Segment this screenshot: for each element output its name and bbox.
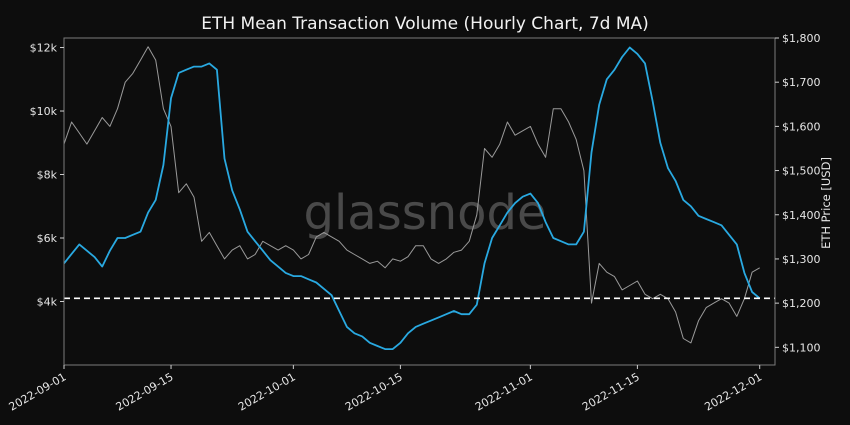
right-axis-title: ETH Price [USD] — [819, 157, 833, 249]
watermark: glassnode — [303, 185, 546, 241]
right-tick-label: $1,800 — [782, 32, 821, 45]
right-tick-label: $1,300 — [782, 253, 821, 266]
left-tick-label: $8k — [37, 169, 58, 182]
chart-title: ETH Mean Transaction Volume (Hourly Char… — [201, 14, 649, 34]
right-tick-label: $1,100 — [782, 341, 821, 354]
volume-series-line — [63, 46, 761, 350]
right-tick-label: $1,700 — [782, 76, 821, 89]
right-tick-label: $1,200 — [782, 297, 821, 310]
left-tick-label: $4k — [37, 296, 58, 309]
plot-frame — [63, 37, 776, 366]
right-tick-label: $1,600 — [782, 120, 821, 133]
right-tick-label: $1,500 — [782, 165, 821, 178]
price-series-line — [63, 46, 760, 344]
right-tick-label: $1,400 — [782, 209, 821, 222]
left-tick-label: $12k — [30, 42, 58, 55]
series-layer — [63, 46, 775, 350]
left-tick-label: $6k — [37, 232, 58, 245]
left-tick-label: $10k — [30, 105, 58, 118]
